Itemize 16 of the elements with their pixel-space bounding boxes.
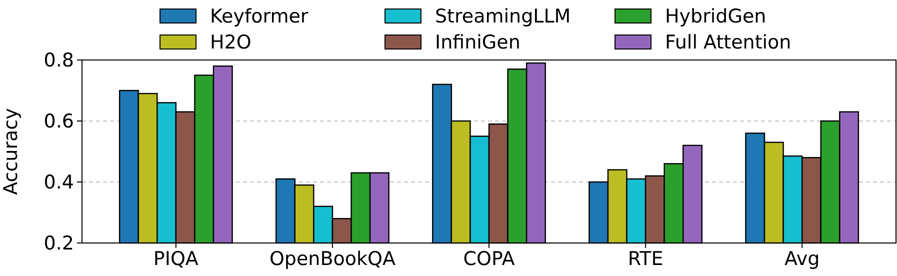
x-tick-label: PIQA (153, 248, 198, 270)
legend-label: HybridGen (665, 6, 766, 28)
legend-label: Keyformer (210, 6, 308, 28)
y-tick-label: 0.8 (44, 50, 74, 72)
legend-label: H2O (210, 32, 252, 54)
y-tick-label: 0.2 (44, 232, 74, 255)
x-tick-label: Avg (784, 248, 820, 270)
x-tick-label: OpenBookQA (269, 248, 396, 270)
legend-label: Full Attention (665, 32, 792, 54)
x-tick-label: RTE (628, 248, 664, 270)
y-tick-label: 0.4 (44, 172, 74, 194)
x-tick-label: COPA (463, 248, 515, 270)
legend-label: StreamingLLM (435, 6, 571, 28)
legend-label: InfiniGen (435, 32, 520, 54)
y-axis-title: Accuracy (0, 108, 22, 195)
y-tick-label: 0.6 (44, 110, 74, 133)
